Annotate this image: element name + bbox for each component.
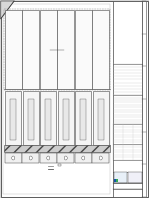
Bar — [3, 4, 110, 194]
Bar — [75, 10, 91, 89]
Bar — [28, 99, 34, 140]
Circle shape — [99, 156, 102, 160]
Circle shape — [29, 156, 32, 160]
Bar — [22, 153, 39, 163]
Bar — [75, 153, 91, 163]
Circle shape — [64, 156, 67, 160]
Bar — [116, 179, 118, 182]
Bar — [4, 9, 110, 90]
Bar — [22, 10, 39, 89]
Circle shape — [47, 156, 50, 160]
Bar — [57, 153, 74, 163]
Polygon shape — [1, 1, 14, 19]
Bar — [57, 10, 74, 89]
Bar — [75, 91, 91, 145]
Bar — [5, 91, 21, 145]
Bar — [40, 153, 57, 163]
Bar — [4, 145, 110, 152]
Bar — [58, 91, 74, 145]
Bar — [58, 164, 61, 166]
Bar — [80, 99, 86, 140]
Bar — [92, 153, 109, 163]
Bar — [23, 91, 39, 145]
Bar — [93, 91, 109, 145]
Bar — [98, 99, 104, 140]
Bar — [113, 1, 142, 197]
Bar — [63, 99, 69, 140]
Bar — [128, 172, 142, 183]
Bar — [40, 10, 57, 89]
Bar — [114, 179, 116, 182]
Bar — [45, 99, 51, 140]
Bar — [92, 10, 109, 89]
Bar — [142, 1, 146, 197]
Bar — [5, 10, 21, 89]
Bar — [114, 172, 128, 183]
Bar — [40, 91, 56, 145]
Bar — [5, 153, 21, 163]
Circle shape — [82, 156, 85, 160]
Bar — [10, 99, 16, 140]
Circle shape — [12, 156, 15, 160]
